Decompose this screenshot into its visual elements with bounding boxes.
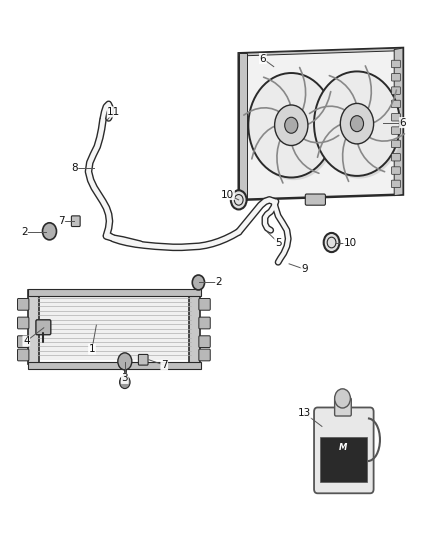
Text: 8: 8 [71,163,78,173]
Polygon shape [239,48,403,200]
FancyBboxPatch shape [392,180,400,188]
Circle shape [350,116,364,132]
FancyBboxPatch shape [71,216,80,227]
FancyBboxPatch shape [18,298,29,310]
Circle shape [42,223,57,240]
Text: 4: 4 [23,336,30,346]
FancyBboxPatch shape [335,398,351,416]
Text: 6: 6 [399,118,406,127]
FancyBboxPatch shape [189,290,200,364]
Text: M: M [338,443,347,452]
FancyBboxPatch shape [392,154,400,161]
Text: 13: 13 [298,408,311,418]
FancyBboxPatch shape [392,127,400,134]
FancyBboxPatch shape [392,74,400,81]
FancyBboxPatch shape [18,336,29,348]
Text: 6: 6 [259,54,266,63]
FancyBboxPatch shape [36,320,51,335]
FancyBboxPatch shape [199,317,210,329]
FancyBboxPatch shape [199,298,210,310]
Circle shape [340,103,374,144]
Circle shape [192,275,205,290]
Polygon shape [394,48,403,196]
FancyBboxPatch shape [392,167,400,174]
FancyBboxPatch shape [18,349,29,361]
Text: 3: 3 [121,374,128,383]
FancyBboxPatch shape [314,407,374,494]
Text: 2: 2 [21,227,28,237]
Text: 1: 1 [88,344,95,354]
Circle shape [316,74,402,179]
FancyBboxPatch shape [28,362,201,369]
FancyBboxPatch shape [37,293,191,360]
Circle shape [248,73,334,177]
FancyBboxPatch shape [392,87,400,94]
Text: 10: 10 [344,238,357,247]
FancyBboxPatch shape [199,336,210,348]
Text: 11: 11 [107,107,120,117]
FancyBboxPatch shape [199,349,210,361]
FancyBboxPatch shape [138,354,148,365]
Circle shape [275,105,308,146]
Text: 9: 9 [301,264,308,274]
Text: 7: 7 [161,360,168,370]
FancyBboxPatch shape [392,140,400,148]
FancyBboxPatch shape [305,194,325,205]
Polygon shape [239,48,403,56]
Circle shape [231,190,247,209]
FancyBboxPatch shape [392,60,400,68]
Circle shape [285,117,298,133]
FancyBboxPatch shape [28,290,39,364]
Polygon shape [239,53,247,200]
Circle shape [251,76,336,180]
FancyBboxPatch shape [28,289,201,296]
FancyBboxPatch shape [320,438,367,482]
Circle shape [314,71,400,176]
Text: 2: 2 [215,278,223,287]
Circle shape [335,389,350,408]
FancyBboxPatch shape [392,100,400,108]
Circle shape [118,353,132,370]
Circle shape [324,233,339,252]
Circle shape [120,376,130,389]
Text: 5: 5 [275,238,282,247]
Text: 10: 10 [221,190,234,199]
FancyBboxPatch shape [392,114,400,121]
FancyBboxPatch shape [18,317,29,329]
Text: 7: 7 [58,216,65,226]
